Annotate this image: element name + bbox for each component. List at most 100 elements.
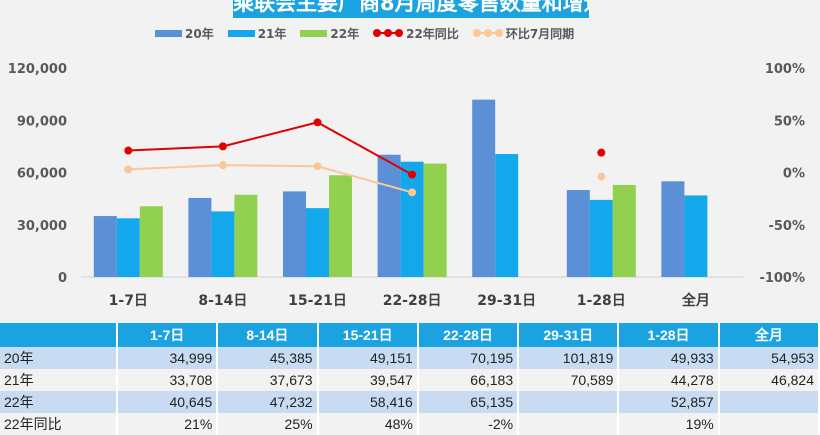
bar-20年	[566, 190, 590, 277]
table-cell: -2%	[417, 413, 520, 435]
bar-22年	[329, 175, 352, 277]
table-cell: 49,151	[317, 347, 419, 369]
bar-21年	[400, 161, 424, 277]
point-22年同比	[408, 170, 417, 179]
table-cell: 25%	[217, 413, 319, 435]
legend-item: 22年同比	[373, 25, 459, 42]
bar-20年	[661, 181, 685, 277]
bar-21年	[211, 211, 235, 277]
table-row: 20年 34,999 45,385 49,151 70,195 101,819 49,933…	[0, 347, 820, 369]
table-cell	[718, 413, 820, 435]
bar-22年	[234, 194, 258, 277]
bar-21年	[589, 199, 613, 277]
legend-swatch	[300, 30, 328, 37]
bar-20年	[93, 216, 117, 277]
table-cell: 45,385	[217, 347, 319, 369]
table-cell: 54,953	[718, 347, 820, 369]
table-cell: 70,195	[417, 347, 520, 369]
y-left-tick: 60,000	[17, 167, 67, 182]
point-22年同比	[313, 118, 322, 127]
legend-swatch	[155, 30, 182, 37]
table-cell: 21%	[117, 413, 219, 435]
legend-swatch	[227, 30, 255, 37]
table-cell: 40,645	[117, 391, 219, 413]
y-right-tick: -50%	[768, 219, 805, 234]
legend-item: 环比7月同期	[472, 25, 575, 42]
bar-20年	[188, 197, 212, 277]
x-tick-label: 全月	[681, 292, 710, 309]
column-header: 29-31日	[518, 323, 620, 347]
table-cell: 46,824	[718, 369, 820, 391]
legend-label: 22年	[330, 27, 360, 41]
column-header: 1-28日	[618, 323, 720, 347]
point-环比7月同期	[218, 161, 227, 170]
row-label: 22年	[0, 391, 118, 413]
legend-label: 21年	[257, 27, 287, 41]
legend-swatch	[472, 27, 503, 41]
bar-21年	[116, 218, 140, 277]
table-cell: 33,708	[117, 369, 219, 391]
table-cell: 19%	[618, 413, 720, 435]
legend-item: 22年	[300, 25, 359, 42]
legend-label: 环比7月同期	[505, 27, 575, 41]
legend-item: 21年	[227, 25, 287, 42]
x-tick-label: 15-21日	[288, 293, 347, 309]
bar-21年	[684, 195, 708, 277]
point-22年同比	[597, 148, 606, 157]
table-cell: 101,819	[518, 347, 620, 369]
y-right-tick: 100%	[765, 62, 805, 77]
table-cell: 70,589	[518, 369, 620, 391]
bar-22年	[612, 184, 636, 277]
table-row: 21年 33,708 37,673 39,547 66,183 70,589 44,278 4…	[0, 369, 820, 391]
table-cell: 39,547	[317, 369, 419, 391]
bar-20年	[377, 154, 401, 277]
y-right-tick: 0%	[783, 167, 805, 182]
row-label: 20年	[0, 347, 118, 369]
point-22年同比	[124, 146, 133, 155]
table-cell	[518, 391, 620, 413]
table-cell: 49,933	[618, 347, 720, 369]
table-row: 22年 40,645 47,232 58,416 65,135 52,857	[0, 391, 820, 413]
table-cell: 58,416	[317, 391, 419, 413]
chart: 0 30,000 60,000 90,000 120,000 -100% -50% 0% 50%…	[8, 62, 805, 309]
point-22年同比	[218, 142, 227, 151]
bar-20年	[472, 99, 496, 277]
y-left-tick: 30,000	[17, 219, 67, 234]
point-环比7月同期	[313, 162, 322, 171]
x-tick-label: 22-28日	[383, 293, 442, 309]
table-cell: 52,857	[618, 391, 720, 413]
table-cell: 37,673	[217, 369, 319, 391]
row-label: 22年同比	[0, 413, 118, 435]
column-header: 22-28日	[417, 323, 520, 347]
column-header: 1-7日	[117, 323, 219, 347]
x-tick-label: 29-31日	[477, 293, 536, 309]
table-cell: 47,232	[217, 391, 319, 413]
bar-21年	[495, 154, 519, 277]
legend-label: 22年同比	[406, 27, 459, 41]
column-header: 全月	[718, 323, 820, 347]
bar-20年	[283, 191, 306, 277]
point-环比7月同期	[408, 188, 417, 197]
bar-22年	[139, 206, 163, 277]
x-tick-label: 1-7日	[109, 293, 148, 309]
y-left-tick: 90,000	[17, 114, 67, 129]
legend-label: 20年	[185, 27, 214, 41]
table-cell	[518, 413, 620, 435]
y-left-tick: 120,000	[8, 62, 67, 77]
legend-item: 20年	[155, 25, 214, 42]
column-header: 8-14日	[217, 323, 319, 347]
table-row: 22年同比 21% 25% 48% -2% 19%	[0, 413, 820, 435]
row-label: 21年	[0, 369, 118, 391]
table-corner	[0, 323, 118, 347]
x-tick-label: 8-14日	[198, 293, 247, 309]
table-cell: 44,278	[618, 369, 720, 391]
bar-22年	[423, 163, 447, 277]
table-cell: 66,183	[417, 369, 520, 391]
y-right-tick: -100%	[759, 271, 805, 286]
legend-swatch	[373, 27, 404, 41]
line-环比7月同期	[128, 164, 413, 194]
table-cell: 34,999	[117, 347, 219, 369]
y-left-tick: 0	[58, 271, 67, 286]
column-header: 15-21日	[317, 323, 419, 347]
bar-21年	[306, 208, 329, 277]
